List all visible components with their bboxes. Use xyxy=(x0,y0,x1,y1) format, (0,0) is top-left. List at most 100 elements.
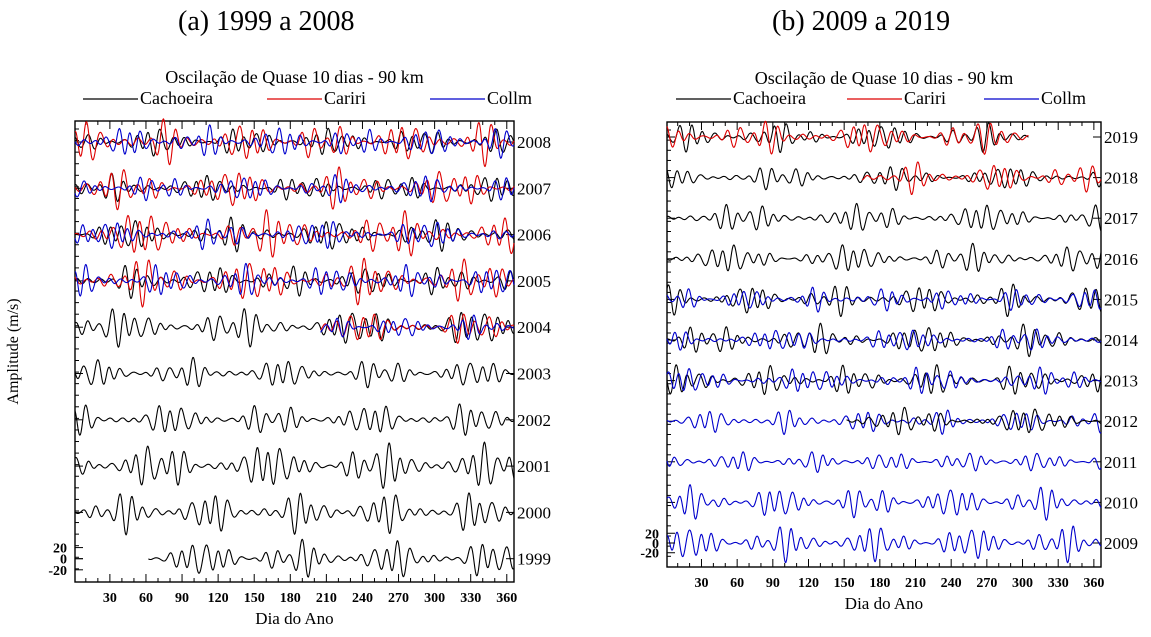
x-tick-label: 300 xyxy=(424,591,445,606)
year-row-2004: 2004 xyxy=(74,308,552,348)
x-tick-label: 120 xyxy=(798,576,819,591)
x-tick-label: 120 xyxy=(208,591,229,606)
year-label: 2000 xyxy=(517,503,551,522)
year-row-2012: 2012 xyxy=(666,406,1138,436)
x-tick-label: 210 xyxy=(316,591,337,606)
year-row-2003: 2003 xyxy=(74,356,551,389)
series-line-cariri xyxy=(666,120,1029,155)
plot-frame xyxy=(74,120,515,583)
y-axis-label: Amplitude (m/s) xyxy=(5,298,22,404)
year-label: 2015 xyxy=(1104,290,1138,309)
year-label: 2004 xyxy=(517,318,552,337)
year-label: 2010 xyxy=(1104,493,1138,512)
x-tick-label: 270 xyxy=(388,591,409,606)
series-line-cariri xyxy=(75,118,515,168)
series-line-cachoeira xyxy=(74,441,515,489)
series-line-collm xyxy=(666,484,1102,521)
year-row-2006: 2006 xyxy=(74,209,551,258)
x-tick-label: 150 xyxy=(834,576,855,591)
legend-label-cachoeira: Cachoeira xyxy=(733,88,806,108)
year-row-2001: 2001 xyxy=(74,441,551,489)
year-label: 2017 xyxy=(1104,209,1139,228)
panel-a-heading: (a) 1999 a 2008 xyxy=(178,6,355,37)
year-row-2007: 2007 xyxy=(74,166,552,211)
series-line-cariri xyxy=(861,161,1102,196)
legend-label-cariri: Cariri xyxy=(324,88,366,108)
series-line-collm xyxy=(74,174,515,204)
year-label: 2008 xyxy=(517,133,551,152)
series-line-cariri xyxy=(320,313,515,344)
series-line-cachoeira xyxy=(666,364,1102,396)
year-label: 2001 xyxy=(517,457,551,476)
series-line-collm xyxy=(320,314,515,340)
year-label: 2013 xyxy=(1104,372,1138,391)
x-tick-label: 210 xyxy=(905,576,926,591)
legend-label-collm: Collm xyxy=(487,88,532,108)
series-line-cariri xyxy=(74,166,515,211)
year-row-1999: 1999 xyxy=(75,538,551,578)
year-row-2013: 2013 xyxy=(666,364,1138,396)
series-line-cachoeira xyxy=(74,356,515,389)
year-label: 2019 xyxy=(1104,128,1138,147)
series-line-cachoeira xyxy=(74,264,515,300)
y-tick-label: 0 xyxy=(652,537,659,552)
chart-panel-b: Oscilação de Quase 10 dias - 90 kmCachoe… xyxy=(640,68,1138,613)
x-tick-label: 60 xyxy=(139,591,153,606)
year-row-2005: 2005 xyxy=(74,257,551,308)
x-tick-label: 180 xyxy=(280,591,301,606)
x-tick-label: 240 xyxy=(941,576,962,591)
year-row-2000: 2000 xyxy=(74,492,551,536)
chart-title: Oscilação de Quase 10 dias - 90 km xyxy=(755,68,1013,88)
x-tick-label: 180 xyxy=(869,576,890,591)
series-line-collm xyxy=(666,525,1102,564)
series-line-cachoeira xyxy=(74,216,515,253)
year-label: 2011 xyxy=(1104,453,1137,472)
year-label: 2007 xyxy=(517,179,552,198)
year-row-2015: 2015 xyxy=(666,283,1138,317)
legend-label-collm: Collm xyxy=(1041,88,1086,108)
x-tick-label: 30 xyxy=(103,591,117,606)
legend: Cachoeira Cariri Collm xyxy=(83,88,532,108)
year-row-2009: 2009 xyxy=(666,525,1138,564)
y-tick-label: 20 xyxy=(53,542,67,557)
chart-title: Oscilação de Quase 10 dias - 90 km xyxy=(165,67,423,87)
plot-frame xyxy=(666,121,1102,568)
panel-b-heading: (b) 2009 a 2019 xyxy=(772,6,951,37)
year-row-2002: 2002 xyxy=(74,403,551,436)
y-tick-label: 0 xyxy=(60,553,67,568)
year-row-2016: 2016 xyxy=(666,242,1138,272)
year-label: 2012 xyxy=(1104,412,1138,431)
x-tick-label: 360 xyxy=(1083,576,1104,591)
x-tick-label: 270 xyxy=(976,576,997,591)
series-line-cachoeira xyxy=(74,403,515,436)
series-line-cariri xyxy=(74,209,515,258)
series-line-cachoeira xyxy=(148,538,515,578)
series-line-collm xyxy=(666,328,1102,351)
year-row-2014: 2014 xyxy=(666,322,1139,358)
year-label: 1999 xyxy=(517,550,551,569)
year-label: 2003 xyxy=(517,365,551,384)
legend: Cachoeira Cariri Collm xyxy=(676,88,1086,108)
x-tick-label: 60 xyxy=(730,576,744,591)
x-tick-label: 90 xyxy=(175,591,189,606)
series-line-cachoeira xyxy=(846,406,1102,436)
year-row-2018: 2018 xyxy=(666,161,1138,196)
series-line-collm xyxy=(74,218,515,251)
y-tick-label: 20 xyxy=(645,527,659,542)
x-tick-label: 240 xyxy=(352,591,373,606)
year-row-2008: 2008 xyxy=(74,118,551,168)
series-line-cachoeira xyxy=(667,322,1102,358)
series-line-collm xyxy=(666,451,1102,473)
series-line-collm xyxy=(74,124,515,159)
x-axis-label: Dia do Ano xyxy=(255,609,333,628)
x-tick-label: 300 xyxy=(1012,576,1033,591)
series-line-cachoeira xyxy=(666,202,1102,232)
year-label: 2016 xyxy=(1104,250,1138,269)
series-line-cachoeira xyxy=(666,242,1102,272)
year-row-2011: 2011 xyxy=(666,451,1137,473)
series-line-collm xyxy=(74,262,515,298)
y-tick-label: -20 xyxy=(48,564,67,579)
x-tick-label: 30 xyxy=(694,576,708,591)
year-label: 2018 xyxy=(1104,169,1138,188)
